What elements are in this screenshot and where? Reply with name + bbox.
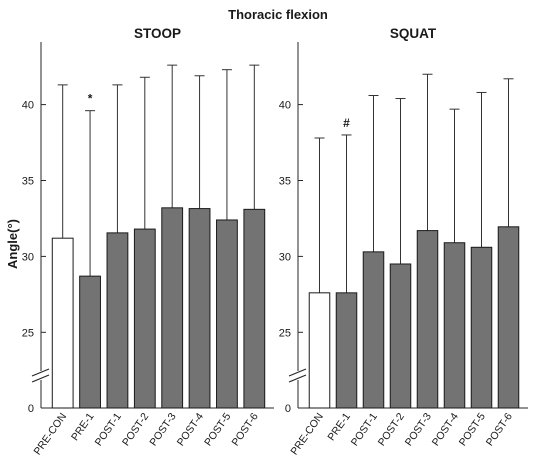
- x-tick-label: PRE-CON: [288, 411, 326, 458]
- y-tick-label: 0: [285, 403, 291, 415]
- bar-post-4: [188, 208, 211, 409]
- y-tick-label: 35: [22, 176, 34, 188]
- x-tick-label: PRE-CON: [32, 411, 70, 458]
- x-tick-label: POST-5: [457, 411, 488, 449]
- x-tick-label: POST-1: [349, 411, 380, 449]
- bar-post-6: [497, 226, 520, 409]
- x-tick-label: POST-2: [376, 411, 407, 449]
- significance-marker: *: [88, 92, 93, 106]
- bar-post-3: [416, 230, 439, 409]
- y-tick-label: 40: [279, 100, 291, 112]
- y-tick-label: 0: [28, 403, 34, 415]
- x-tick-label: POST-3: [147, 411, 178, 449]
- axis-break-mark: [288, 374, 307, 383]
- y-tick-label: 35: [279, 176, 291, 188]
- axis-break-mark: [31, 368, 50, 377]
- bar-post-2: [389, 263, 412, 409]
- y-axis-label: Angle(°): [5, 219, 20, 269]
- x-tick-label: POST-4: [175, 411, 206, 449]
- x-tick-label: PRE-1: [325, 411, 353, 443]
- bar-pre-con: [51, 237, 74, 409]
- bar-pre-con: [308, 292, 331, 409]
- y-tick-label: 25: [279, 327, 291, 339]
- x-tick-label: POST-4: [430, 411, 461, 449]
- x-tick-label: PRE-1: [69, 411, 97, 443]
- bar-pre-1: [335, 292, 358, 409]
- y-tick-label: 40: [22, 100, 34, 112]
- y-tick-label: 25: [22, 327, 34, 339]
- bar-post-6: [243, 208, 266, 409]
- bar-post-5: [470, 246, 493, 409]
- x-tick-label: POST-5: [202, 411, 233, 449]
- panel-title: STOOP: [134, 26, 181, 41]
- x-tick-label: POST-3: [403, 411, 434, 449]
- x-tick-label: POST-2: [120, 411, 151, 449]
- significance-marker: #: [343, 116, 350, 130]
- bar-post-2: [133, 228, 156, 409]
- bar-pre-1: [79, 275, 101, 409]
- axis-break-mark: [288, 368, 307, 377]
- panel-title: SQUAT: [390, 26, 437, 41]
- chart-title: Thoracic flexion: [228, 7, 328, 22]
- axis-break-gap: [291, 371, 305, 380]
- x-tick-label: POST-6: [230, 411, 261, 449]
- x-tick-label: POST-6: [484, 411, 515, 449]
- axis-break-mark: [31, 374, 50, 383]
- y-tick-label: 30: [22, 251, 34, 263]
- bar-post-3: [161, 207, 184, 409]
- bar-post-1: [106, 232, 129, 409]
- bar-post-4: [443, 242, 466, 409]
- bar-post-1: [362, 251, 385, 409]
- x-tick-label: POST-1: [93, 411, 124, 449]
- axis-break-gap: [34, 371, 48, 380]
- y-tick-label: 30: [279, 251, 291, 263]
- bar-post-5: [216, 219, 238, 409]
